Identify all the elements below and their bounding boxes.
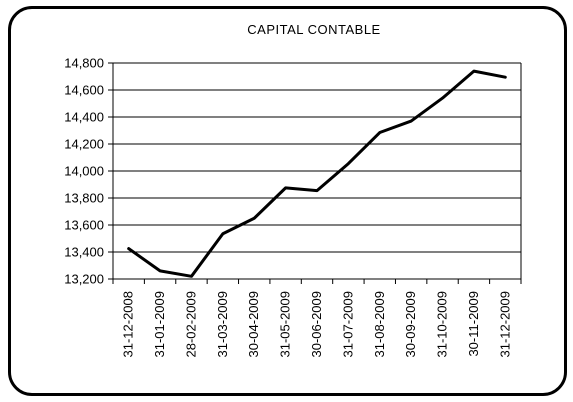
x-tick-label: 30-06-2009 [309, 291, 324, 358]
x-tick-label: 31-03-2009 [215, 291, 230, 358]
x-tick-label: 31-12-2008 [121, 291, 136, 358]
x-tick-label: 31-12-2009 [497, 291, 512, 358]
gridlines [113, 62, 521, 280]
x-tick-label: 28-02-2009 [183, 291, 198, 358]
x-tick-label: 31-05-2009 [278, 291, 293, 358]
y-tick-label: 14,400 [64, 110, 104, 125]
y-axis-ticks: 13,200 13,400 13,600 13,800 14,000 14,200 14,4… [64, 56, 113, 287]
x-axis-ticks: 31-12-2008 31-01-2009 28-02-2009 31-03-2009… [112, 279, 522, 358]
y-tick-label: 13,200 [64, 272, 104, 287]
x-tick-label: 31-01-2009 [152, 291, 167, 358]
x-tick-label: 30-11-2009 [466, 291, 481, 357]
y-tick-label: 14,800 [64, 56, 104, 71]
y-tick-label: 14,600 [64, 83, 104, 98]
series-group [127, 69, 507, 278]
y-tick-label: 13,800 [64, 191, 104, 206]
chart-title: CAPITAL CONTABLE [247, 22, 380, 37]
y-tick-label: 13,600 [64, 218, 104, 233]
x-tick-label: 31-07-2009 [340, 291, 355, 358]
y-tick-label: 13,400 [64, 245, 104, 260]
x-tick-label: 30-09-2009 [403, 291, 418, 358]
x-tick-label: 31-10-2009 [435, 291, 450, 358]
series-line [127, 69, 507, 278]
y-tick-label: 14,000 [64, 164, 104, 179]
x-tick-label: 31-08-2009 [372, 291, 387, 358]
x-tick-label: 30-04-2009 [246, 291, 261, 358]
y-tick-label: 14,200 [64, 137, 104, 152]
